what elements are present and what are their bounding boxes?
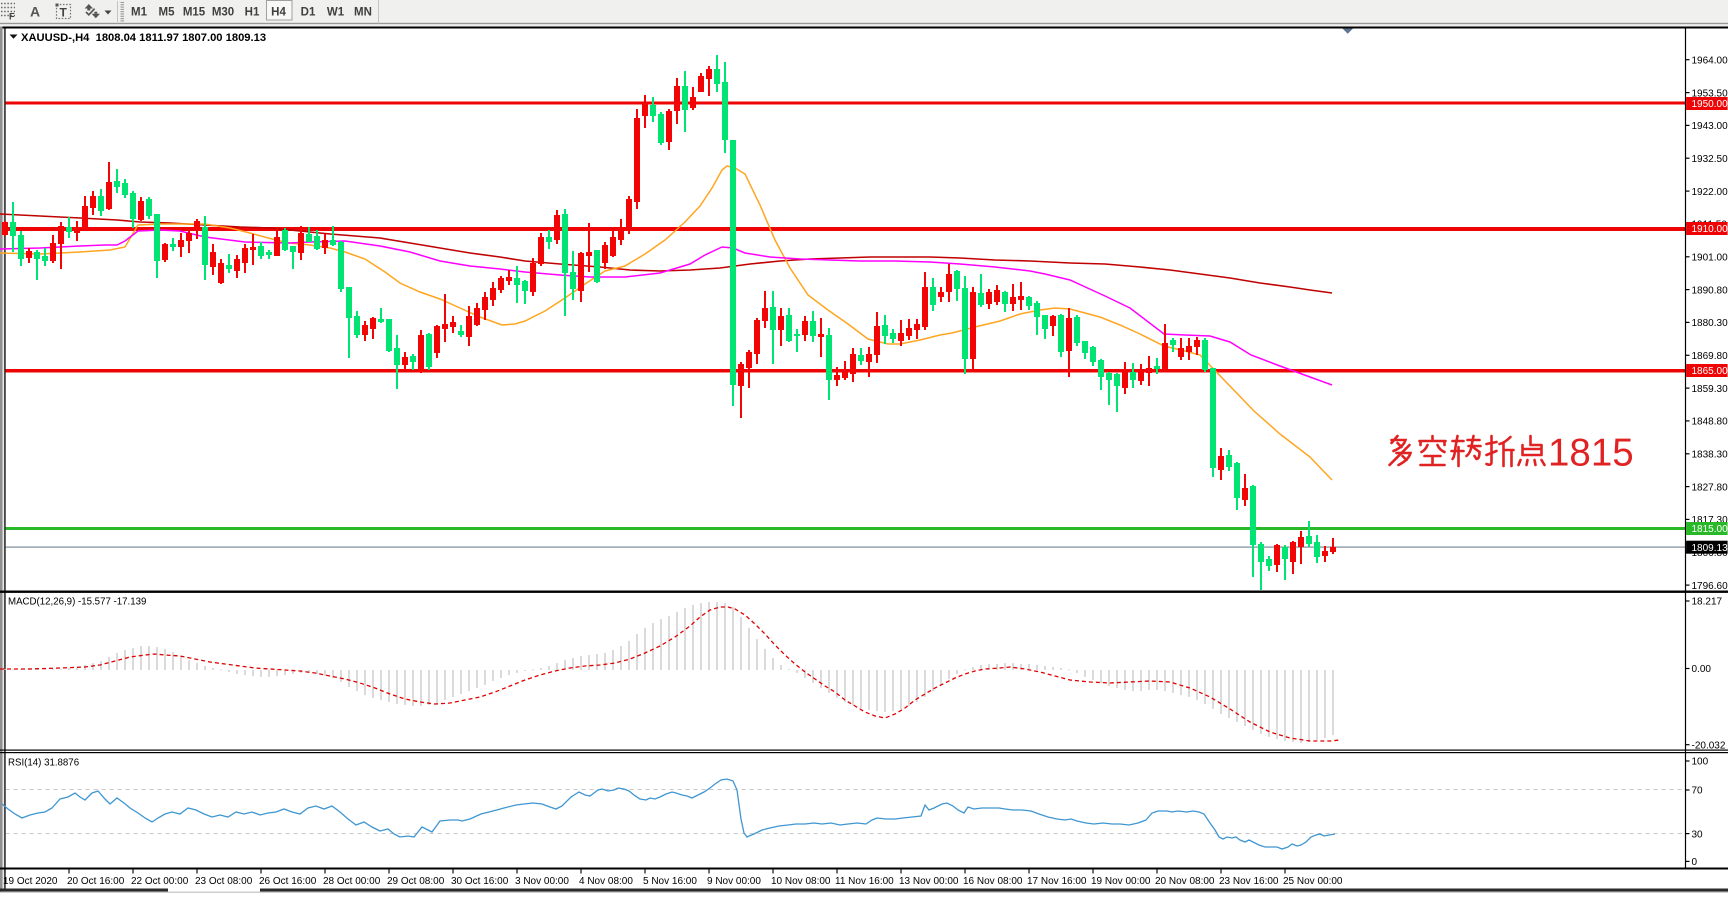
svg-text:RSI(14) 31.8876: RSI(14) 31.8876 xyxy=(8,758,79,769)
svg-text:M5: M5 xyxy=(159,7,176,19)
svg-text:29 Oct 08:00: 29 Oct 08:00 xyxy=(387,876,445,887)
svg-text:4 Nov 08:00: 4 Nov 08:00 xyxy=(579,876,633,887)
svg-text:1838.30: 1838.30 xyxy=(1692,450,1728,461)
svg-text:9 Nov 00:00: 9 Nov 00:00 xyxy=(707,876,761,887)
svg-text:18.217: 18.217 xyxy=(1692,597,1723,608)
svg-text:0: 0 xyxy=(1692,857,1698,868)
svg-text:20 Oct 16:00: 20 Oct 16:00 xyxy=(67,876,125,887)
svg-text:1859.30: 1859.30 xyxy=(1692,384,1728,395)
svg-text:MN: MN xyxy=(354,7,372,19)
svg-text:19 Nov 00:00: 19 Nov 00:00 xyxy=(1091,876,1151,887)
svg-text:17 Nov 16:00: 17 Nov 16:00 xyxy=(1027,876,1087,887)
svg-text:0.00: 0.00 xyxy=(1692,664,1712,675)
svg-text:1827.80: 1827.80 xyxy=(1692,482,1728,493)
svg-text:XAUUSD-,H4 1808.04 1811.97 18: XAUUSD-,H4 1808.04 1811.97 1807.00 1809.… xyxy=(21,32,266,44)
svg-text:20 Nov 08:00: 20 Nov 08:00 xyxy=(1155,876,1215,887)
svg-text:25 Nov 00:00: 25 Nov 00:00 xyxy=(1283,876,1343,887)
svg-text:30: 30 xyxy=(1692,829,1704,840)
svg-text:1922.00: 1922.00 xyxy=(1692,187,1728,198)
svg-text:13 Nov 00:00: 13 Nov 00:00 xyxy=(899,876,959,887)
svg-text:D1: D1 xyxy=(301,7,316,19)
svg-text:22 Oct 00:00: 22 Oct 00:00 xyxy=(131,876,189,887)
svg-text:1848.80: 1848.80 xyxy=(1692,417,1728,428)
svg-text:1815.00: 1815.00 xyxy=(1692,524,1728,535)
svg-text:H4: H4 xyxy=(271,7,286,19)
svg-text:30 Oct 16:00: 30 Oct 16:00 xyxy=(451,876,509,887)
svg-text:1943.00: 1943.00 xyxy=(1692,121,1728,132)
svg-text:M30: M30 xyxy=(212,7,234,19)
svg-text:19 Oct 2020: 19 Oct 2020 xyxy=(3,876,58,887)
svg-text:1809.13: 1809.13 xyxy=(1692,543,1728,554)
svg-text:1815: 1815 xyxy=(1548,432,1634,475)
svg-text:MACD(12,26,9) -15.577 -17.139: MACD(12,26,9) -15.577 -17.139 xyxy=(8,597,146,608)
svg-text:23 Oct 08:00: 23 Oct 08:00 xyxy=(195,876,253,887)
svg-text:1796.60: 1796.60 xyxy=(1692,581,1728,592)
svg-text:1901.00: 1901.00 xyxy=(1692,253,1728,264)
svg-text:23 Nov 16:00: 23 Nov 16:00 xyxy=(1219,876,1279,887)
svg-text:-20.032: -20.032 xyxy=(1692,740,1726,751)
svg-text:1950.00: 1950.00 xyxy=(1692,99,1728,110)
svg-text:M15: M15 xyxy=(183,7,206,19)
svg-text:10 Nov 08:00: 10 Nov 08:00 xyxy=(771,876,831,887)
svg-text:11 Nov 16:00: 11 Nov 16:00 xyxy=(835,876,894,887)
svg-text:W1: W1 xyxy=(327,7,345,19)
svg-text:1964.00: 1964.00 xyxy=(1692,55,1728,66)
svg-text:100: 100 xyxy=(1692,757,1709,768)
svg-text:26 Oct 16:00: 26 Oct 16:00 xyxy=(259,876,317,887)
svg-text:M1: M1 xyxy=(131,7,148,19)
svg-text:5 Nov 16:00: 5 Nov 16:00 xyxy=(643,876,697,887)
svg-text:1890.80: 1890.80 xyxy=(1692,285,1728,296)
svg-text:F: F xyxy=(9,12,15,22)
svg-text:16 Nov 08:00: 16 Nov 08:00 xyxy=(963,876,1023,887)
svg-text:28 Oct 00:00: 28 Oct 00:00 xyxy=(323,876,381,887)
svg-text:T: T xyxy=(60,6,68,20)
svg-text:H1: H1 xyxy=(245,7,260,19)
svg-text:1880.30: 1880.30 xyxy=(1692,318,1728,329)
svg-text:A: A xyxy=(30,4,40,20)
svg-text:1865.00: 1865.00 xyxy=(1692,366,1728,377)
svg-text:3 Nov 00:00: 3 Nov 00:00 xyxy=(515,876,569,887)
svg-text:1869.80: 1869.80 xyxy=(1692,351,1728,362)
svg-text:1910.00: 1910.00 xyxy=(1692,224,1728,235)
svg-text:1932.50: 1932.50 xyxy=(1692,154,1728,165)
svg-text:70: 70 xyxy=(1692,786,1704,797)
